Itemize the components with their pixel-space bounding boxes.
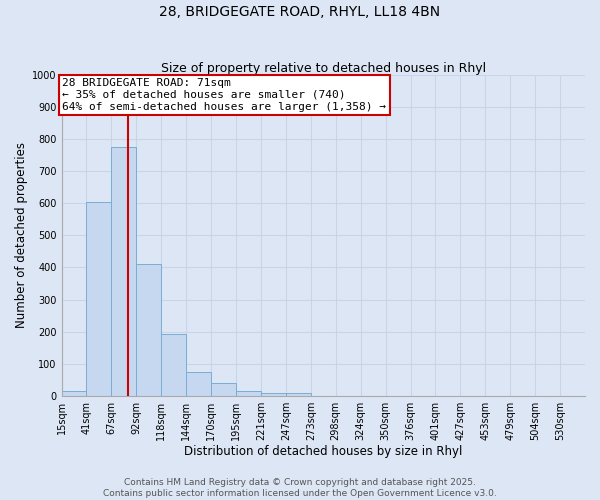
Bar: [261, 393, 286, 396]
Bar: [86, 202, 112, 396]
Text: Contains HM Land Registry data © Crown copyright and database right 2025.
Contai: Contains HM Land Registry data © Crown c…: [103, 478, 497, 498]
Bar: [112, 147, 136, 396]
Bar: [286, 393, 311, 396]
Text: 28 BRIDGEGATE ROAD: 71sqm
← 35% of detached houses are smaller (740)
64% of semi: 28 BRIDGEGATE ROAD: 71sqm ← 35% of detac…: [62, 78, 386, 112]
Bar: [161, 334, 186, 396]
Bar: [186, 372, 211, 396]
Text: 28, BRIDGEGATE ROAD, RHYL, LL18 4BN: 28, BRIDGEGATE ROAD, RHYL, LL18 4BN: [160, 5, 440, 19]
Y-axis label: Number of detached properties: Number of detached properties: [15, 142, 28, 328]
Bar: [62, 392, 86, 396]
Title: Size of property relative to detached houses in Rhyl: Size of property relative to detached ho…: [161, 62, 486, 74]
X-axis label: Distribution of detached houses by size in Rhyl: Distribution of detached houses by size …: [184, 444, 463, 458]
Bar: [236, 392, 261, 396]
Bar: [211, 383, 236, 396]
Bar: [136, 264, 161, 396]
